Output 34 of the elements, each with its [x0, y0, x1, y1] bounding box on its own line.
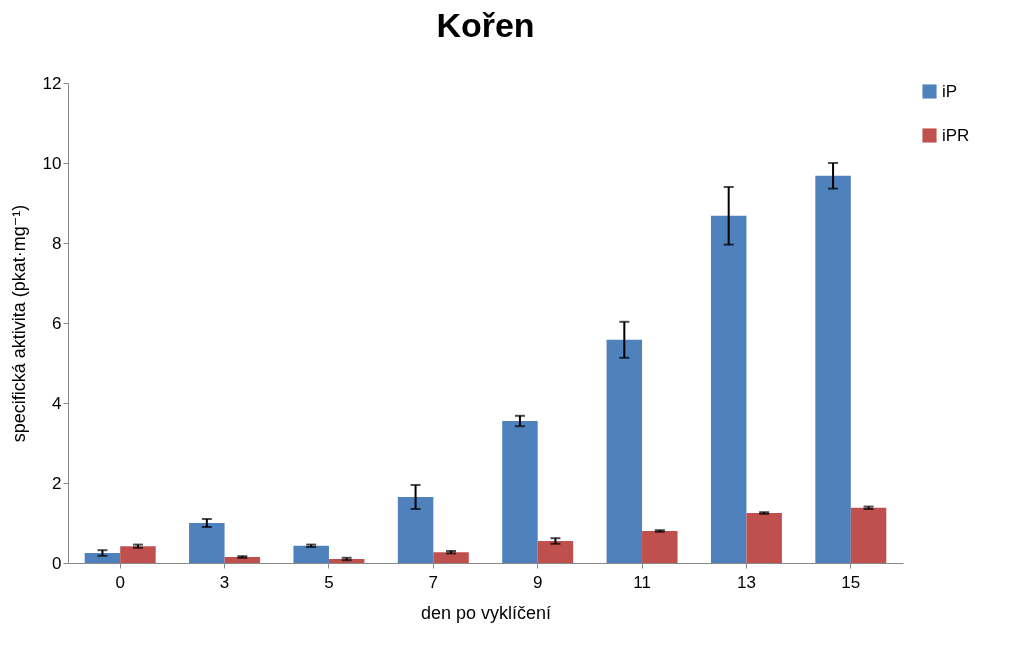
- bar: [433, 552, 469, 563]
- bar: [642, 531, 678, 563]
- y-axis-title: specifická aktivita (pkat·mg⁻¹): [8, 204, 29, 443]
- x-tick-label: 3: [219, 572, 230, 592]
- bar: [189, 523, 225, 563]
- x-tick-label: 7: [428, 572, 439, 592]
- bar: [815, 175, 851, 563]
- bar: [537, 541, 574, 563]
- x-tick-label: 13: [736, 572, 756, 592]
- legend-label: iP: [942, 81, 958, 101]
- x-tick-label: 0: [115, 572, 125, 592]
- x-tick-label: 11: [633, 572, 651, 592]
- bar: [710, 215, 747, 563]
- y-tick-label: 8: [52, 233, 62, 253]
- x-tick-label: 15: [841, 572, 861, 592]
- y-tick-label: 12: [42, 73, 62, 93]
- bar: [502, 421, 538, 563]
- y-tick-label: 0: [52, 553, 62, 573]
- x-tick-label: 9: [532, 572, 543, 592]
- bar: [850, 507, 887, 563]
- bar: [397, 497, 434, 563]
- bar: [120, 546, 156, 563]
- x-tick-label: 5: [324, 572, 334, 592]
- y-tick-label: 2: [52, 473, 62, 493]
- x-axis-title: den po vyklíčení: [420, 602, 552, 623]
- legend-label: iPR: [942, 125, 970, 145]
- chart-title: Kořen: [436, 6, 535, 44]
- bar: [606, 339, 643, 563]
- bar: [84, 553, 121, 563]
- bar: [293, 545, 329, 563]
- bar: [746, 513, 782, 563]
- y-tick-label: 4: [52, 393, 62, 413]
- y-tick-label: 6: [52, 313, 62, 333]
- y-tick-label: 10: [42, 153, 62, 173]
